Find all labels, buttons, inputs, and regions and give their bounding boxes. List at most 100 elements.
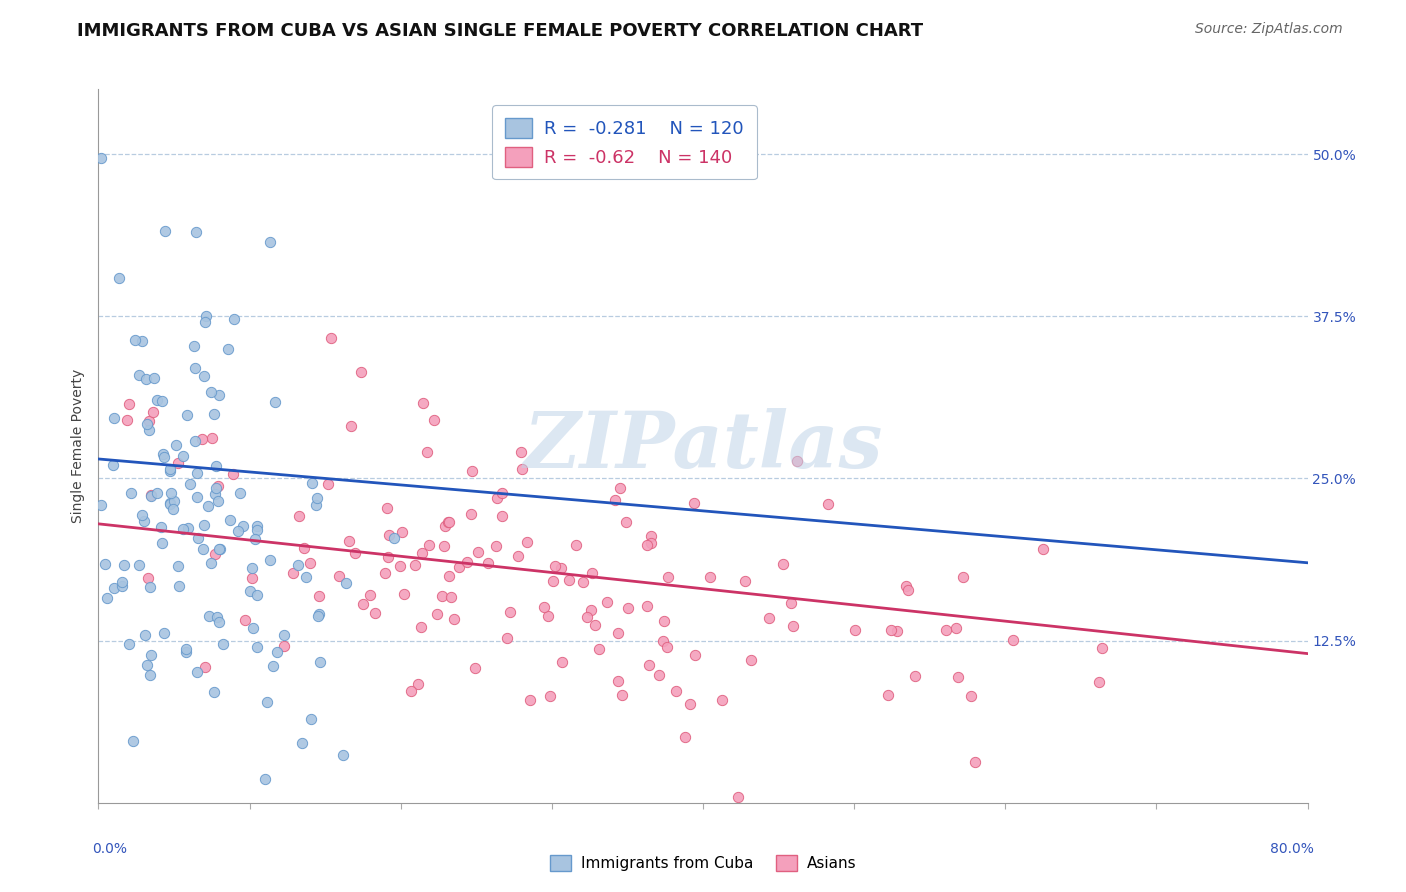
Point xyxy=(131,508,153,522)
Point xyxy=(128,558,150,572)
Point xyxy=(136,657,159,672)
Point xyxy=(239,584,262,599)
Point xyxy=(508,549,530,563)
Text: 0.0%: 0.0% xyxy=(93,842,128,856)
Point xyxy=(382,531,405,545)
Point xyxy=(121,734,143,748)
Point xyxy=(685,648,707,663)
Point xyxy=(772,557,794,571)
Point xyxy=(449,560,471,574)
Point xyxy=(159,496,181,510)
Point xyxy=(307,608,329,623)
Point xyxy=(202,407,225,421)
Point xyxy=(226,524,249,538)
Point xyxy=(138,414,160,428)
Point xyxy=(477,556,499,570)
Point xyxy=(259,235,281,250)
Point xyxy=(208,542,231,557)
Point xyxy=(138,423,160,437)
Point xyxy=(375,500,398,515)
Point xyxy=(401,684,423,698)
Point xyxy=(416,444,439,458)
Point xyxy=(124,333,146,347)
Point xyxy=(218,342,240,356)
Point xyxy=(411,546,433,560)
Point xyxy=(134,628,156,642)
Point xyxy=(162,502,184,516)
Point xyxy=(96,591,118,606)
Point xyxy=(636,599,658,613)
Point xyxy=(254,772,277,787)
Point xyxy=(174,645,197,659)
Point xyxy=(965,755,987,769)
Point xyxy=(167,456,190,470)
Point xyxy=(727,790,749,805)
Point xyxy=(491,486,513,500)
Point xyxy=(544,559,567,574)
Point xyxy=(287,558,309,572)
Point xyxy=(308,589,330,603)
Point xyxy=(197,499,219,513)
Point xyxy=(139,668,162,682)
Point xyxy=(201,431,224,445)
Point xyxy=(316,477,339,491)
Point xyxy=(202,684,225,698)
Point xyxy=(510,462,533,476)
Point xyxy=(111,579,134,593)
Point xyxy=(90,151,112,165)
Point xyxy=(115,413,138,427)
Point xyxy=(344,546,367,560)
Point xyxy=(153,625,176,640)
Point xyxy=(378,528,401,542)
Point xyxy=(433,519,456,533)
Point xyxy=(208,615,231,629)
Point xyxy=(439,515,461,529)
Point xyxy=(657,570,679,584)
Point xyxy=(232,518,254,533)
Point xyxy=(172,449,194,463)
Point xyxy=(440,591,463,605)
Point xyxy=(299,712,322,726)
Point xyxy=(1088,675,1111,690)
Point xyxy=(219,513,242,527)
Point xyxy=(1032,541,1054,556)
Point xyxy=(159,464,181,478)
Point xyxy=(579,603,602,617)
Point xyxy=(571,575,593,590)
Point xyxy=(183,434,205,448)
Point xyxy=(299,556,322,570)
Point xyxy=(139,580,162,594)
Point xyxy=(139,489,162,503)
Point xyxy=(904,669,927,683)
Point xyxy=(291,736,314,750)
Point xyxy=(952,570,974,584)
Point xyxy=(588,641,610,656)
Point xyxy=(191,433,214,447)
Point xyxy=(166,558,188,573)
Point xyxy=(294,570,316,584)
Point xyxy=(205,459,228,474)
Text: 80.0%: 80.0% xyxy=(1270,842,1313,856)
Point xyxy=(780,597,803,611)
Point xyxy=(240,571,263,585)
Point xyxy=(422,413,444,427)
Point xyxy=(406,677,429,691)
Point xyxy=(103,581,125,595)
Point xyxy=(734,574,756,589)
Point xyxy=(443,612,465,626)
Point xyxy=(640,529,662,543)
Point xyxy=(945,621,967,635)
Point xyxy=(782,619,804,633)
Point xyxy=(209,542,232,557)
Point xyxy=(256,695,278,709)
Point xyxy=(90,498,112,512)
Point xyxy=(461,464,484,478)
Point xyxy=(877,688,900,702)
Point xyxy=(108,271,131,285)
Point xyxy=(758,611,780,625)
Point xyxy=(179,477,201,491)
Point xyxy=(160,485,183,500)
Point xyxy=(301,476,323,491)
Point xyxy=(1091,641,1114,656)
Point xyxy=(184,361,207,376)
